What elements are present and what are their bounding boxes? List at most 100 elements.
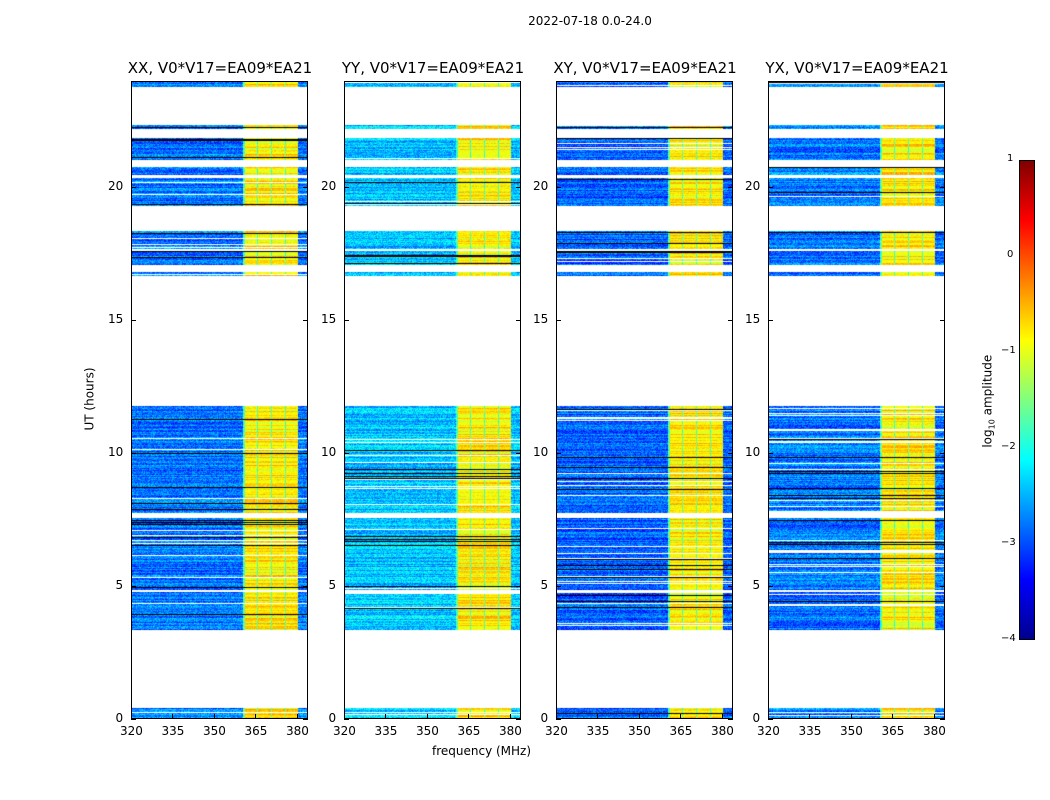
heatmap-cells [769,82,944,718]
panel-title: XX, V0*V17=EA09*EA21 [127,59,313,77]
x-tick-label: 320 [333,724,356,738]
y-tick-mark [940,719,945,720]
y-tick-label: 0 [115,711,124,725]
y-tick-mark [516,187,521,189]
x-tick-mark [296,714,298,719]
x-tick-mark [850,714,852,719]
x-tick-label: 350 [839,724,863,738]
x-tick-label: 365 [457,724,481,738]
x-tick-mark [721,714,723,719]
colorbar-label-main: log [980,429,995,448]
x-tick-label: 380 [922,724,946,738]
y-tick-mark [768,320,773,322]
y-tick-mark [728,320,733,322]
colorbar-tick-label: −1 [1001,345,1016,356]
x-axis-label: frequency (MHz) [432,744,532,758]
y-tick-mark [556,320,561,322]
y-tick-mark [344,719,349,720]
y-tick-mark [728,586,733,588]
colorbar-label-sub: 10 [987,419,997,430]
y-tick-mark [344,187,349,189]
y-tick-label: 15 [745,312,761,327]
y-tick-mark [940,453,945,455]
x-tick-label: 350 [627,724,651,738]
y-tick-mark [516,320,521,322]
x-tick-mark [131,714,132,719]
y-tick-label: 10 [321,445,337,460]
y-tick-mark [516,719,521,720]
colorbar-label-rest: amplitude [980,354,995,420]
y-tick-mark [768,453,773,455]
y-tick-mark [728,187,733,189]
colorbar-tick-label: −4 [1001,633,1016,644]
x-tick-mark [344,714,345,719]
heatmap-panel [131,81,308,719]
x-tick-mark [426,714,428,719]
y-axis-label: UT (hours) [82,367,97,431]
y-tick-mark [768,187,773,189]
x-tick-mark [638,714,640,719]
x-tick-label: 335 [161,724,185,738]
panel-title: YY, V0*V17=EA09*EA21 [341,59,525,77]
x-tick-label: 350 [202,724,226,738]
y-tick-mark [516,586,521,588]
x-tick-mark [213,714,215,719]
y-tick-mark [768,586,773,588]
y-tick-mark [303,453,308,455]
colorbar-tick-label: −2 [1001,441,1016,452]
x-tick-label: 380 [710,724,734,738]
y-tick-mark [131,453,136,455]
panel-title: YX, V0*V17=EA09*EA21 [765,59,949,77]
y-tick-mark [556,719,561,720]
heatmap-panel [768,81,945,719]
y-tick-mark [131,719,136,720]
y-tick-label: 20 [745,179,761,194]
y-tick-label: 15 [533,312,549,327]
x-tick-mark [768,714,769,719]
y-tick-mark [303,187,308,189]
x-tick-label: 365 [669,724,693,738]
heatmap-panel [344,81,521,719]
x-tick-mark [385,714,387,719]
y-tick-label: 10 [533,445,549,460]
y-tick-label: 10 [108,445,124,460]
x-tick-mark [172,714,174,719]
y-tick-label: 5 [115,578,124,593]
heatmap-cells [132,82,307,718]
y-tick-label: 20 [533,179,549,194]
x-tick-label: 320 [545,724,568,738]
heatmap-panel [556,81,733,719]
y-tick-mark [131,320,136,322]
y-tick-mark [728,719,733,720]
y-tick-label: 20 [321,179,337,194]
y-tick-mark [556,453,561,455]
x-tick-mark [597,714,599,719]
x-tick-label: 320 [120,724,143,738]
x-tick-label: 380 [498,724,522,738]
y-tick-mark [344,586,349,588]
x-tick-mark [255,714,257,719]
y-tick-label: 15 [321,312,337,327]
x-tick-label: 365 [244,724,268,738]
x-tick-label: 380 [285,724,309,738]
x-tick-label: 320 [757,724,780,738]
y-tick-mark [131,586,136,588]
y-tick-label: 5 [328,578,337,593]
figure-title: 2022-07-18 0.0-24.0 [528,14,652,28]
y-tick-label: 0 [752,711,761,725]
y-tick-label: 20 [108,179,124,194]
colorbar-tick-label: −3 [1001,537,1016,548]
y-tick-mark [303,320,308,322]
colorbar [1019,160,1035,640]
colorbar-tick-label: 1 [1007,153,1014,164]
x-tick-label: 335 [798,724,822,738]
x-tick-mark [556,714,557,719]
x-tick-mark [468,714,470,719]
heatmap-cells [345,82,520,718]
y-tick-label: 5 [752,578,761,593]
y-tick-label: 0 [328,711,337,725]
y-tick-mark [728,453,733,455]
y-tick-label: 10 [745,445,761,460]
y-tick-label: 15 [108,312,124,327]
y-tick-mark [556,586,561,588]
